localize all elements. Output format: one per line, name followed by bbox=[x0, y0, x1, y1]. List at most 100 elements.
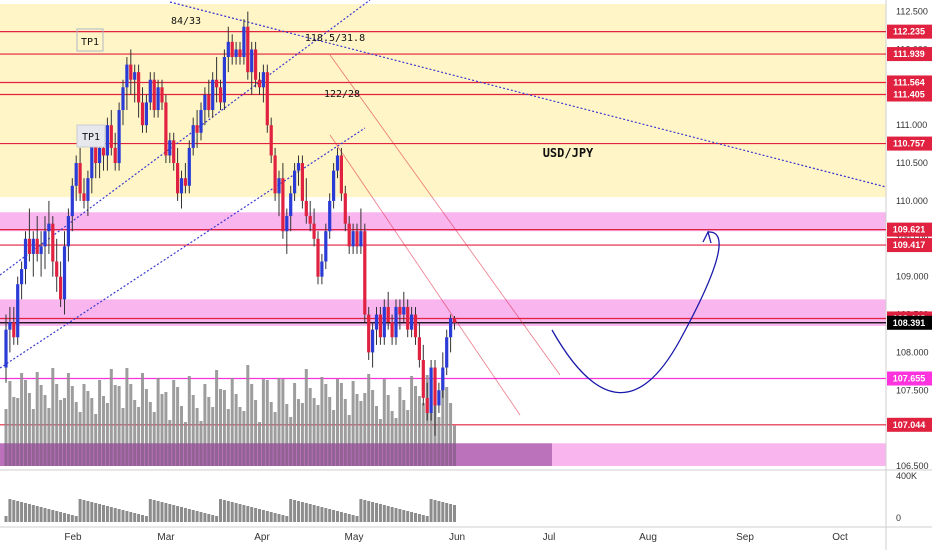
candle-body[interactable] bbox=[402, 306, 406, 315]
candle-body[interactable] bbox=[140, 102, 145, 126]
candle-body[interactable] bbox=[273, 155, 277, 194]
candle-body[interactable] bbox=[265, 72, 269, 126]
candle-body[interactable] bbox=[339, 155, 343, 194]
candle-body[interactable] bbox=[133, 72, 137, 80]
candle-body[interactable] bbox=[386, 306, 390, 323]
candle-body[interactable] bbox=[86, 178, 90, 201]
candle-body[interactable] bbox=[394, 306, 398, 338]
candle-body[interactable] bbox=[367, 314, 371, 353]
candle-body[interactable] bbox=[23, 238, 28, 270]
candle-body[interactable] bbox=[300, 163, 304, 201]
candle-body[interactable] bbox=[144, 102, 148, 126]
candle-body[interactable] bbox=[261, 72, 265, 88]
candle-body[interactable] bbox=[378, 314, 382, 338]
candle-body[interactable] bbox=[242, 26, 246, 58]
candle-body[interactable] bbox=[324, 231, 328, 262]
candle-body[interactable] bbox=[172, 140, 176, 164]
candle-body[interactable] bbox=[195, 125, 199, 133]
candle-body[interactable] bbox=[437, 390, 441, 406]
candle-body[interactable] bbox=[16, 284, 20, 338]
candle-body[interactable] bbox=[254, 49, 258, 80]
candle-body[interactable] bbox=[433, 367, 437, 406]
price-level-tag[interactable] bbox=[887, 87, 932, 102]
candle-body[interactable] bbox=[335, 155, 340, 171]
candle-body[interactable] bbox=[226, 41, 230, 58]
candle-body[interactable] bbox=[230, 41, 234, 58]
candle-body[interactable] bbox=[371, 329, 375, 353]
candle-body[interactable] bbox=[168, 140, 172, 156]
candle-body[interactable] bbox=[296, 163, 301, 171]
candle-body[interactable] bbox=[187, 147, 191, 186]
candle-body[interactable] bbox=[234, 49, 238, 58]
candle-body[interactable] bbox=[304, 200, 308, 217]
candle-body[interactable] bbox=[316, 238, 320, 277]
candle-body[interactable] bbox=[94, 140, 98, 164]
candle-body[interactable] bbox=[289, 193, 293, 217]
candle-body[interactable] bbox=[109, 125, 113, 148]
candle-body[interactable] bbox=[35, 238, 39, 254]
candle-body[interactable] bbox=[250, 49, 254, 73]
candle-body[interactable] bbox=[105, 125, 109, 156]
candle-body[interactable] bbox=[207, 94, 211, 111]
candle-body[interactable] bbox=[98, 147, 102, 164]
candle-body[interactable] bbox=[452, 318, 457, 323]
candle-body[interactable] bbox=[347, 223, 351, 247]
candle-body[interactable] bbox=[47, 223, 51, 232]
candle-body[interactable] bbox=[82, 193, 86, 201]
candle-body[interactable] bbox=[441, 367, 445, 391]
candle-body[interactable] bbox=[39, 246, 43, 254]
candle-body[interactable] bbox=[117, 110, 121, 164]
candle-body[interactable] bbox=[351, 231, 355, 247]
candle-body[interactable] bbox=[425, 397, 429, 413]
candle-body[interactable] bbox=[137, 72, 141, 103]
price-level-tag[interactable] bbox=[887, 315, 932, 330]
candle-body[interactable] bbox=[78, 163, 82, 194]
candle-body[interactable] bbox=[398, 306, 402, 315]
candle-body[interactable] bbox=[332, 170, 336, 201]
candle-body[interactable] bbox=[70, 185, 74, 217]
candle-body[interactable] bbox=[410, 314, 414, 330]
price-level-tag[interactable] bbox=[887, 24, 932, 39]
candle-body[interactable] bbox=[320, 261, 324, 277]
candle-body[interactable] bbox=[222, 57, 226, 103]
candle-body[interactable] bbox=[51, 223, 55, 262]
candle-body[interactable] bbox=[164, 102, 168, 156]
candle-body[interactable] bbox=[374, 314, 379, 330]
candle-body[interactable] bbox=[218, 87, 223, 103]
candle-body[interactable] bbox=[246, 26, 250, 73]
candle-body[interactable] bbox=[211, 79, 215, 111]
candle-body[interactable] bbox=[257, 79, 262, 88]
candle-body[interactable] bbox=[66, 216, 70, 247]
candle-body[interactable] bbox=[125, 64, 129, 88]
candle-body[interactable] bbox=[152, 79, 156, 111]
price-level-tag[interactable] bbox=[887, 222, 932, 237]
time-axis[interactable]: Feb Mar Apr May Jun Jul Aug Sep Oct bbox=[64, 532, 848, 543]
price-level-tag[interactable] bbox=[887, 136, 932, 151]
candle-body[interactable] bbox=[20, 269, 24, 285]
candle-body[interactable] bbox=[382, 306, 386, 338]
price-level-tag[interactable] bbox=[887, 75, 932, 90]
candle-body[interactable] bbox=[176, 163, 180, 194]
candle-body[interactable] bbox=[406, 306, 410, 330]
candle-body[interactable] bbox=[269, 125, 273, 156]
candle-body[interactable] bbox=[148, 79, 152, 103]
candle-body[interactable] bbox=[293, 170, 297, 194]
candle-body[interactable] bbox=[285, 216, 289, 232]
candle-body[interactable] bbox=[312, 223, 316, 239]
candle-body[interactable] bbox=[74, 163, 78, 186]
candle-body[interactable] bbox=[355, 231, 359, 247]
candle-body[interactable] bbox=[328, 200, 332, 232]
candle-body[interactable] bbox=[12, 322, 16, 338]
candle-body[interactable] bbox=[90, 140, 94, 179]
candle-body[interactable] bbox=[363, 231, 367, 315]
candle-body[interactable] bbox=[199, 110, 203, 133]
candle-body[interactable] bbox=[417, 337, 421, 360]
candle-body[interactable] bbox=[421, 359, 425, 398]
candle-body[interactable] bbox=[27, 238, 31, 254]
candle-body[interactable] bbox=[238, 49, 242, 58]
candle-body[interactable] bbox=[59, 276, 63, 300]
candle-body[interactable] bbox=[390, 322, 394, 338]
candle-body[interactable] bbox=[8, 322, 12, 330]
candle-body[interactable] bbox=[308, 216, 312, 224]
